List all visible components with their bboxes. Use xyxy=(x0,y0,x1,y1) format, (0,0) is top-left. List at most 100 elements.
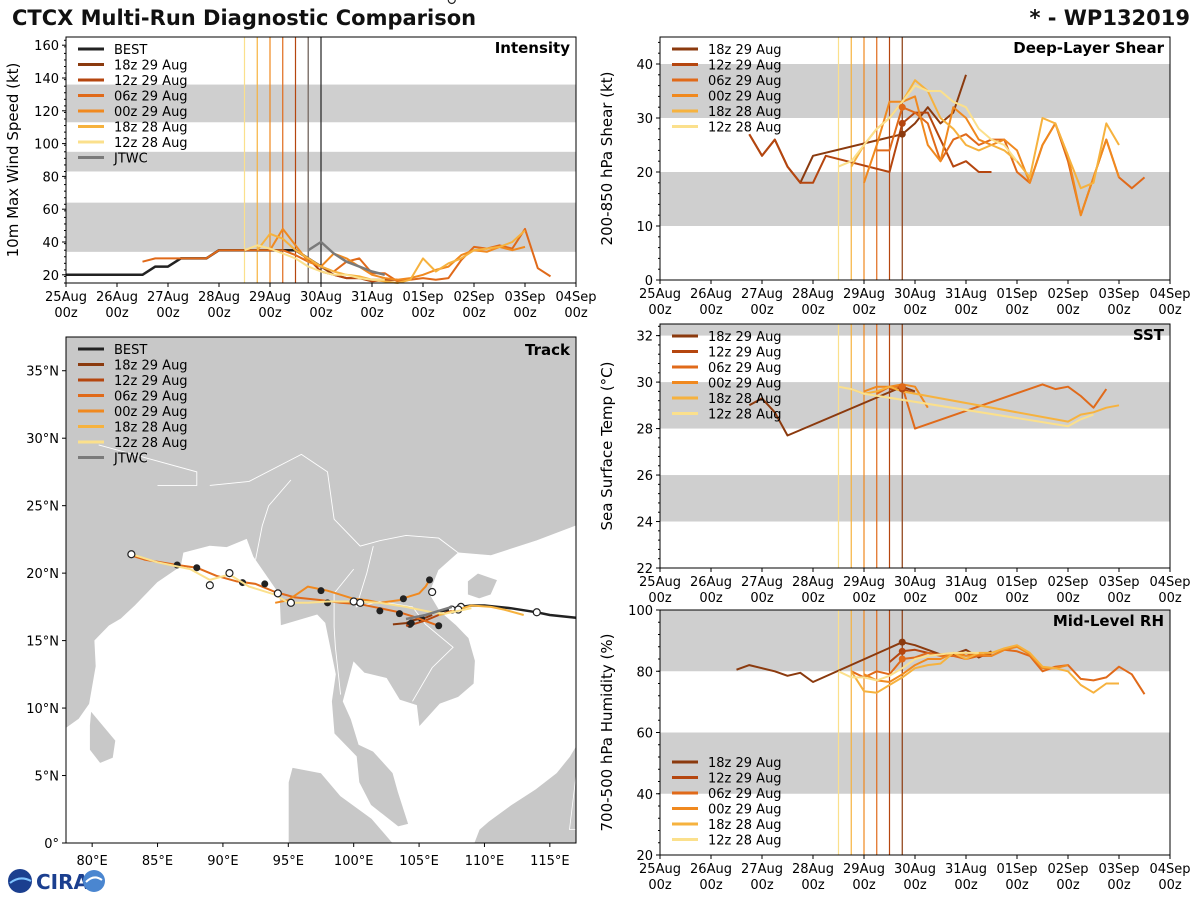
intensity-series-line xyxy=(269,227,526,281)
intensity-xtick-label: 00z xyxy=(360,306,384,321)
track-point xyxy=(324,599,332,607)
shear-xtick-label: 30Aug xyxy=(894,287,936,302)
rh-legend-label: 00z 29 Aug xyxy=(708,803,782,818)
intensity-ytick-label: 40 xyxy=(42,236,59,251)
track-point xyxy=(426,576,434,584)
intensity-legend-label: JTWC xyxy=(113,152,148,167)
land-mass-2 xyxy=(287,766,394,844)
track-open-point xyxy=(428,587,437,597)
shear-xtick-label: 29Aug xyxy=(843,287,885,302)
intensity-series-line xyxy=(256,229,526,284)
rh-panel: 2040608010025Aug00z26Aug00z27Aug00z28Aug… xyxy=(598,604,1191,893)
intensity-legend-label: 00z 29 Aug xyxy=(114,105,188,120)
track-point xyxy=(399,595,407,603)
track-xtick-label: 110°E xyxy=(465,854,505,869)
intensity-legend-label: BEST xyxy=(114,43,147,58)
track-panel: 80°E 85°E 90°E 95°E 100°E 105°E 110°E 115°E 0° 5°… xyxy=(26,0,577,869)
rh-xtick-label: 00z xyxy=(801,878,825,893)
sst-band-0 xyxy=(660,475,1170,522)
sst-series-line xyxy=(850,385,1120,423)
rh-series-line xyxy=(863,645,1069,683)
track-ytick-label: 30°N xyxy=(26,432,59,447)
sst-xtick-label: 31Aug xyxy=(945,575,987,590)
rh-ytick-label: 20 xyxy=(636,849,653,864)
sst-xtick-label: 29Aug xyxy=(843,575,885,590)
intensity-ytick-label: 20 xyxy=(42,269,59,284)
rh-series-line xyxy=(838,651,979,682)
shear-xtick-label: 00z xyxy=(1056,303,1080,318)
sst-series-line xyxy=(863,383,929,409)
rh-legend-label: 18z 28 Aug xyxy=(708,818,782,833)
sst-ytick-label: 26 xyxy=(636,469,653,484)
track-ytick-label: 25°N xyxy=(26,500,59,515)
intensity-xtick-label: 02Sep xyxy=(453,290,494,305)
track-xtick-label: 90°E xyxy=(207,854,238,869)
rh-legend-label: 06z 29 Aug xyxy=(708,787,782,802)
sst-xtick-label: 30Aug xyxy=(894,575,936,590)
sst-legend-label: 06z 29 Aug xyxy=(708,361,782,376)
intensity-xtick-label: 00z xyxy=(156,306,180,321)
intensity-ytick-label: 140 xyxy=(34,72,59,87)
shear-xtick-label: 31Aug xyxy=(945,287,987,302)
intensity-xtick-label: 04Sep xyxy=(555,290,596,305)
sst-ytick-label: 30 xyxy=(636,376,653,391)
sst-xtick-label: 25Aug xyxy=(639,575,681,590)
rh-xtick-label: 00z xyxy=(1056,878,1080,893)
intensity-title: Intensity xyxy=(495,39,571,57)
shear-legend-label: 12z 28 Aug xyxy=(708,121,782,136)
sst-xtick-label: 00z xyxy=(1158,591,1182,606)
track-open-point xyxy=(532,608,541,617)
track-open-point xyxy=(286,598,296,607)
rh-xtick-label: 25Aug xyxy=(639,862,681,877)
track-legend-label: 12z 29 Aug xyxy=(114,374,188,389)
sst-xtick-label: 03Sep xyxy=(1098,575,1139,590)
sst-legend-label: 18z 28 Aug xyxy=(708,392,782,407)
rh-band-1 xyxy=(660,610,1170,672)
shear-xtick-label: 00z xyxy=(852,303,876,318)
track-ytick-label: 5°N xyxy=(35,770,60,785)
shear-series-point xyxy=(898,130,906,138)
country-border xyxy=(255,479,292,560)
sst-legend-label: 12z 29 Aug xyxy=(708,346,782,361)
sst-band-2 xyxy=(660,324,1170,336)
track-frame xyxy=(65,336,577,844)
track-legend-label: 06z 29 Aug xyxy=(114,390,188,405)
shear-series-point xyxy=(898,119,906,127)
track-open-point xyxy=(447,0,456,5)
intensity-xtick-label: 00z xyxy=(105,306,129,321)
rh-xtick-label: 00z xyxy=(903,878,927,893)
intensity-legend-label: 06z 29 Aug xyxy=(114,90,188,105)
track-legend-label: BEST xyxy=(114,343,147,358)
intensity-xtick-label: 26Aug xyxy=(96,290,138,305)
sst-legend-label: 00z 29 Aug xyxy=(708,377,782,392)
logo-seal-wave-icon xyxy=(85,876,103,883)
sst-xtick-label: 02Sep xyxy=(1047,575,1088,590)
shear-series-line xyxy=(748,111,992,184)
land-mass-1 xyxy=(89,709,117,764)
rh-legend-label: 18z 29 Aug xyxy=(708,756,782,771)
intensity-xtick-label: 31Aug xyxy=(351,290,393,305)
track-ytick-label: 15°N xyxy=(26,635,59,650)
intensity-legend-label: 12z 28 Aug xyxy=(114,136,188,151)
rh-legend-label: 12z 28 Aug xyxy=(708,834,782,849)
intensity-xtick-label: 30Aug xyxy=(300,290,342,305)
track-xtick-label: 105°E xyxy=(399,854,439,869)
track-xtick-label: 95°E xyxy=(273,854,304,869)
sst-series-point xyxy=(898,383,906,391)
intensity-series-line xyxy=(244,244,385,281)
intensity-xtick-label: 27Aug xyxy=(147,290,189,305)
shear-xtick-label: 00z xyxy=(1158,303,1182,318)
shear-xtick-label: 04Sep xyxy=(1149,287,1190,302)
intensity-legend-label: 18z 28 Aug xyxy=(114,121,188,136)
track-open-point xyxy=(349,597,358,606)
rh-xtick-label: 26Aug xyxy=(690,862,732,877)
intensity-xtick-label: 00z xyxy=(258,306,282,321)
rh-xtick-label: 00z xyxy=(954,878,978,893)
track-ytick-label: 20°N xyxy=(26,567,59,582)
shear-legend-label: 12z 29 Aug xyxy=(708,59,782,74)
shear-legend-label: 18z 28 Aug xyxy=(708,105,782,120)
track-xtick-label: 100°E xyxy=(334,854,374,869)
intensity-xtick-label: 29Aug xyxy=(249,290,291,305)
shear-legend-label: 18z 29 Aug xyxy=(708,43,782,58)
sst-plot-area xyxy=(660,324,1170,568)
